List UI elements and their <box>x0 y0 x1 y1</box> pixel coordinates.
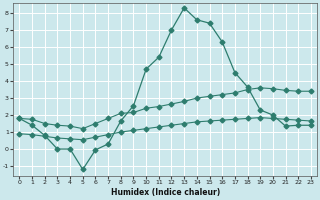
X-axis label: Humidex (Indice chaleur): Humidex (Indice chaleur) <box>110 188 220 197</box>
